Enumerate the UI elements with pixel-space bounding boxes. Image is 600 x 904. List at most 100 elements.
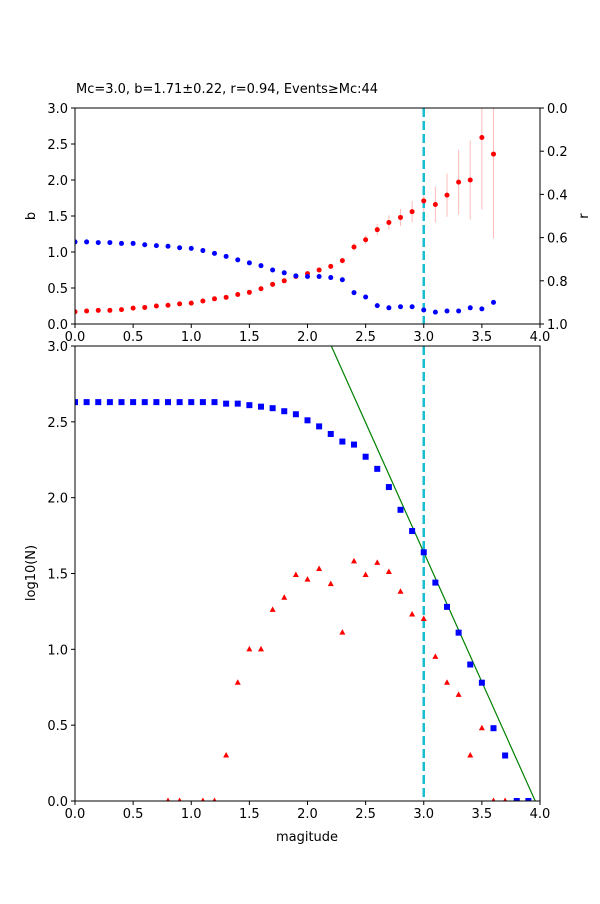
non-cumulative-point (397, 588, 404, 594)
cumulative-point (478, 679, 485, 686)
top-axes: 0.0 0.5 1.0 1.5 2.0 2.5 3.0 3.5 4.0 0.0 0.5 1.0 1.5 2… (47, 102, 568, 345)
r-value-point (432, 309, 438, 315)
b-value-point (258, 286, 264, 292)
x-tick-label: 0.5 (123, 807, 144, 822)
r-value-point (491, 299, 496, 305)
non-cumulative-point (339, 629, 346, 635)
r-value-point (316, 273, 322, 279)
cumulative-point (234, 400, 241, 407)
b-value-point (165, 302, 171, 308)
y-right-tick-label: 0.0 (547, 102, 568, 117)
y-tick-label: 1.5 (47, 210, 68, 225)
b-value-point (200, 298, 206, 304)
r-value-point (281, 270, 287, 276)
b-value-point (84, 308, 90, 314)
b-value-point (119, 307, 124, 313)
cumulative-point (95, 399, 102, 406)
x-tick-label: 1.5 (239, 330, 260, 345)
cumulative-point (385, 484, 392, 491)
non-cumulative-point (362, 571, 369, 578)
r-value-point (386, 305, 392, 311)
non-cumulative-point (409, 610, 416, 617)
cumulative-point (409, 528, 416, 535)
x-tick-label: 2.0 (297, 807, 318, 822)
r-value-point (246, 260, 252, 266)
non-cumulative-point (491, 797, 496, 801)
r-value-point (270, 267, 276, 273)
plot-area (75, 108, 496, 324)
y-tick-label: 2.0 (47, 492, 68, 507)
cumulative-point (362, 453, 369, 460)
y-right-tick-label: 0.6 (547, 232, 568, 247)
y-right-tick-label: 0.8 (547, 275, 568, 290)
cumulative-point (199, 399, 206, 406)
b-value-point (246, 289, 252, 295)
non-cumulative-point (234, 679, 241, 685)
b-value-point (177, 301, 183, 307)
b-value-point (467, 177, 473, 183)
cumulative-point (432, 579, 439, 586)
r-value-point (351, 290, 357, 296)
y-tick-label: 2.5 (47, 416, 68, 431)
r-value-point (467, 305, 473, 311)
b-value-point (75, 309, 78, 315)
plot-area (75, 346, 536, 801)
b-value-point (270, 281, 276, 287)
b-value-point (107, 307, 113, 313)
b-value-point (188, 300, 194, 306)
cumulative-point (118, 399, 125, 406)
x-tick-label: 1.0 (181, 330, 202, 345)
x-tick-label: 3.5 (472, 807, 493, 822)
non-cumulative-point (444, 679, 450, 685)
fit-line (330, 346, 536, 801)
y-tick-label: 0.0 (47, 318, 68, 333)
y-tick-label: 0.5 (47, 282, 68, 297)
y-tick-label: 1.0 (47, 643, 68, 658)
b-value-point (374, 227, 380, 233)
non-cumulative-point (246, 645, 253, 652)
r-value-point (200, 248, 206, 254)
non-cumulative-point (258, 645, 264, 652)
y-tick-label: 0.5 (47, 719, 68, 734)
x-tick-label: 2.5 (355, 807, 376, 822)
cumulative-point (490, 725, 497, 732)
bottom-ylabel: log10(N) (24, 545, 39, 601)
r-value-point (305, 273, 310, 279)
r-value-point (258, 263, 264, 269)
cumulative-point (130, 399, 137, 406)
cumulative-point (258, 403, 264, 410)
b-value-point (409, 209, 415, 215)
cumulative-point (327, 430, 334, 437)
cumulative-point (444, 603, 450, 610)
r-value-point (84, 239, 90, 245)
r-value-point (293, 273, 299, 279)
non-cumulative-point (200, 797, 205, 801)
r-value-point (398, 304, 403, 310)
non-cumulative-point (420, 615, 427, 621)
top-ylabel: b (24, 212, 39, 220)
non-cumulative-point (177, 797, 182, 801)
cumulative-point (211, 399, 218, 406)
x-tick-label: 3.0 (413, 807, 434, 822)
cumulative-point (351, 441, 357, 448)
non-cumulative-point (281, 594, 288, 600)
axes-frame (74, 107, 541, 325)
r-value-point (339, 277, 345, 283)
r-value-point (212, 250, 217, 256)
non-cumulative-point (503, 797, 508, 801)
x-tick-label: 0.5 (123, 330, 144, 345)
cumulative-point (304, 417, 311, 424)
r-value-point (177, 245, 183, 251)
x-tick-label: 0.0 (65, 330, 86, 345)
b-value-point (444, 192, 450, 198)
b-value-point (363, 237, 369, 243)
r-value-point (153, 243, 159, 249)
non-cumulative-point (432, 653, 439, 659)
r-value-point (374, 303, 380, 309)
r-value-point (130, 240, 136, 246)
b-value-point (281, 278, 287, 284)
cumulative-point (141, 399, 148, 406)
axes-frame (74, 345, 541, 802)
cumulative-point (397, 506, 404, 513)
